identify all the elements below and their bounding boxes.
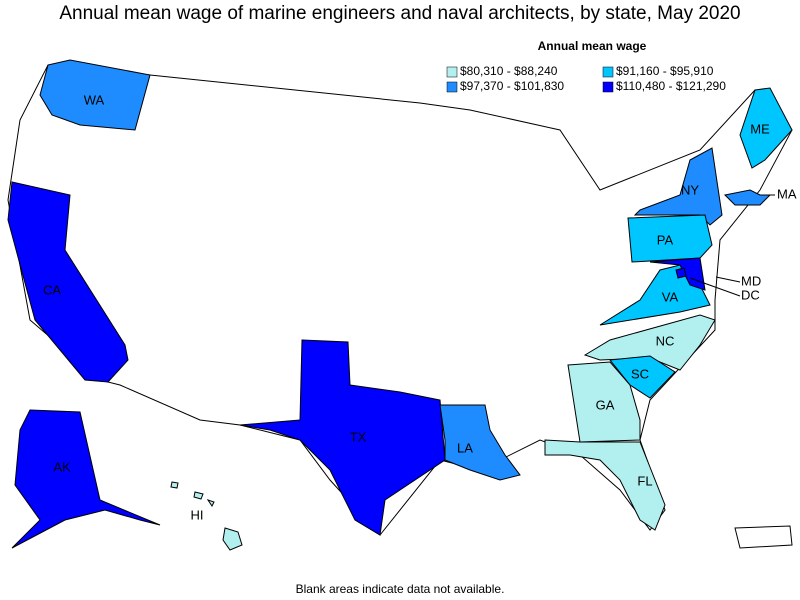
legend-swatch	[602, 66, 614, 78]
legend-swatch	[446, 81, 458, 93]
state-label: DC	[741, 287, 760, 302]
state-label: MD	[741, 273, 761, 288]
footnote: Blank areas indicate data not available.	[296, 582, 505, 596]
leader-line	[689, 277, 741, 297]
state-shape	[649, 257, 706, 291]
state-shape	[11, 409, 161, 549]
legend-label: $97,370 - $101,830	[460, 79, 564, 93]
legend-label: $80,310 - $88,240	[460, 64, 558, 78]
state-shape	[739, 87, 793, 169]
state-label: FL	[637, 473, 652, 488]
state-shape	[544, 439, 666, 531]
state-label: NC	[656, 333, 675, 348]
legend-title: Annual mean wage	[538, 39, 647, 53]
legend-label: $110,480 - $121,290	[616, 79, 726, 93]
legend-swatch	[446, 66, 458, 78]
legend-swatch	[602, 81, 614, 93]
state-label: VA	[662, 289, 679, 304]
state-shape	[627, 214, 713, 263]
state-shape	[439, 404, 521, 481]
state-label: ME	[750, 121, 770, 136]
state-label: SC	[631, 366, 649, 381]
state-label: TX	[350, 429, 367, 444]
title: Annual mean wage of marine engineers and…	[59, 3, 740, 24]
state-label: AK	[53, 459, 71, 474]
puerto-rico	[734, 525, 793, 549]
state-label: WA	[84, 92, 105, 107]
state-label: NY	[681, 182, 699, 197]
leader-line	[715, 276, 741, 283]
state-shape	[7, 181, 129, 383]
state-label: HI	[191, 507, 204, 522]
state-shape	[675, 267, 687, 279]
state-shape	[239, 339, 446, 536]
state-label: MA	[777, 186, 797, 201]
state-shape	[39, 59, 151, 131]
state-label: PA	[657, 232, 674, 247]
state-shape	[633, 147, 723, 226]
state-label: LA	[457, 440, 473, 455]
state-label: CA	[43, 282, 61, 297]
state-label: GA	[596, 397, 615, 412]
legend-label: $91,160 - $95,910	[616, 64, 714, 78]
state-shape	[170, 481, 243, 551]
